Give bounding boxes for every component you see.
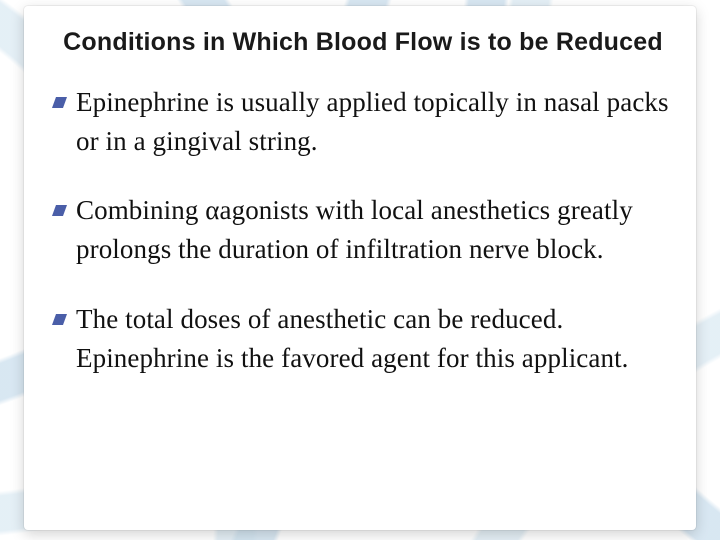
bullet-item: Epinephrine is usually applied topically… bbox=[54, 83, 672, 161]
bullet-item: The total doses of anesthetic can be red… bbox=[54, 300, 672, 378]
bullet-list: Epinephrine is usually applied topically… bbox=[54, 83, 672, 378]
slide-title: Conditions in Which Blood Flow is to be … bbox=[54, 28, 672, 57]
bullet-item: Combining αagonists with local anestheti… bbox=[54, 191, 672, 269]
slide-card: Conditions in Which Blood Flow is to be … bbox=[24, 6, 696, 530]
